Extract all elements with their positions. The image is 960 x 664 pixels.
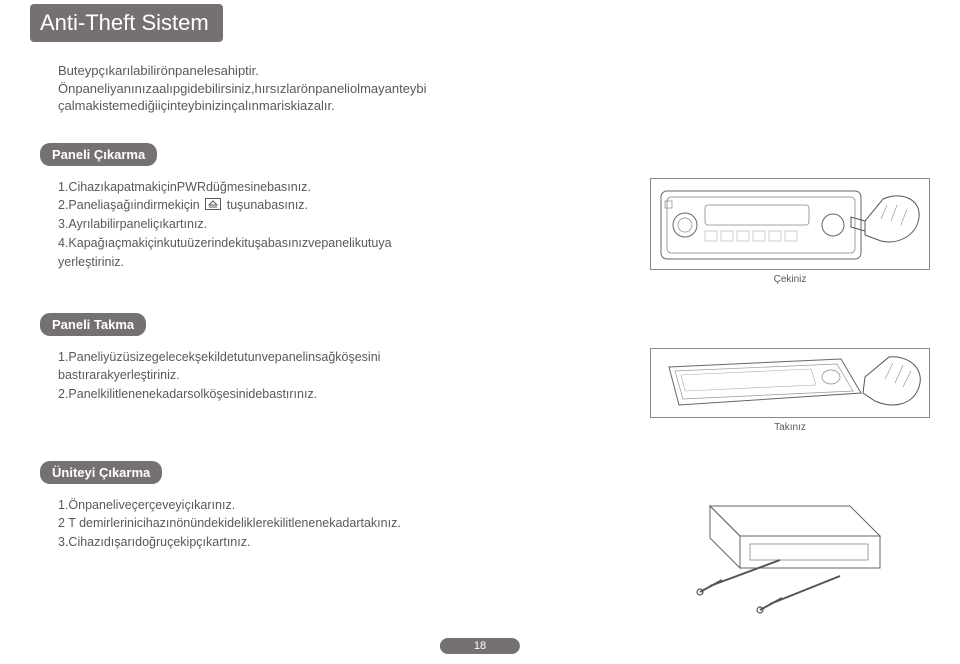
unit-item-3: 3.Cihazıdışarıdoğruçekipçıkartınız.	[58, 533, 610, 552]
unit-illustration	[650, 496, 910, 616]
unit-item-2: 2 T demirlerinicihazınönündekideliklerek…	[58, 514, 610, 533]
remove-item-4: 4.Kapağıaçmakiçinkutuüzerindekituşabasın…	[58, 234, 610, 253]
row-remove: 1.CihazıkapatmakiçinPWRdüğmesinebasınız.…	[30, 178, 930, 285]
section-remove: Paneli Çıkarma 1.CihazıkapatmakiçinPWRdü…	[30, 143, 930, 285]
page-container: Anti-Theft Sistem Buteypçıkarılabilirönp…	[0, 0, 960, 664]
row-attach: 1.Paneliyüzüsizegelecekşekildetutunvepan…	[30, 348, 930, 433]
attach-illustration	[650, 348, 930, 418]
intro-text: Buteypçıkarılabilirönpanelesahiptir. Önp…	[30, 62, 930, 115]
section-heading-attach: Paneli Takma	[40, 313, 146, 336]
section-heading-remove: Paneli Çıkarma	[40, 143, 157, 166]
remove-item-2: 2.Paneliaşağıindirmekiçin tuşunabasınız.	[58, 196, 610, 215]
attach-item-1: 1.Paneliyüzüsizegelecekşekildetutunvepan…	[58, 348, 610, 367]
remove-item-3: 3.Ayrılabilirpaneliçıkartınız.	[58, 215, 610, 234]
attach-list: 1.Paneliyüzüsizegelecekşekildetutunvepan…	[30, 348, 610, 404]
section-attach: Paneli Takma 1.Paneliyüzüsizegelecekşeki…	[30, 313, 930, 433]
attach-text: 1.Paneliyüzüsizegelecekşekildetutunvepan…	[30, 348, 610, 404]
page-title: Anti-Theft Sistem	[30, 4, 223, 42]
unit-illustration-col	[650, 496, 930, 616]
section-heading-unit: Üniteyi Çıkarma	[40, 461, 162, 484]
attach-caption: Takınız	[650, 422, 930, 433]
remove-illustration-col: Çekiniz	[650, 178, 930, 285]
intro-line2: Önpaneliyanınızaalıpgidebilirsiniz,hırsı…	[58, 81, 427, 96]
unit-item-1: 1.Önpaneliveçerçeveyiçıkarınız.	[58, 496, 610, 515]
remove-item-1: 1.CihazıkapatmakiçinPWRdüğmesinebasınız.	[58, 178, 610, 197]
unit-text: 1.Önpaneliveçerçeveyiçıkarınız. 2 T demi…	[30, 496, 610, 552]
remove-item-5: yerleştiriniz.	[58, 253, 610, 272]
remove-text: 1.CihazıkapatmakiçinPWRdüğmesinebasınız.…	[30, 178, 610, 272]
eject-icon	[205, 197, 221, 216]
row-unit: 1.Önpaneliveçerçeveyiçıkarınız. 2 T demi…	[30, 496, 930, 616]
attach-item-2: bastırarakyerleştiriniz.	[58, 366, 610, 385]
remove-illustration	[650, 178, 930, 270]
intro-line1: Buteypçıkarılabilirönpanelesahiptir.	[58, 63, 259, 78]
attach-illustration-col: Takınız	[650, 348, 930, 433]
attach-item-3: 2.Panelkilitlenenekadarsolköşesinidebast…	[58, 385, 610, 404]
page-number: 18	[440, 638, 520, 654]
unit-list: 1.Önpaneliveçerçeveyiçıkarınız. 2 T demi…	[30, 496, 610, 552]
remove-caption: Çekiniz	[650, 274, 930, 285]
section-unit: Üniteyi Çıkarma 1.Önpaneliveçerçeveyiçık…	[30, 461, 930, 616]
intro-line3: çalmakistemediğiiçinteybinizinçalınmaris…	[58, 98, 335, 113]
remove-list: 1.CihazıkapatmakiçinPWRdüğmesinebasınız.…	[30, 178, 610, 272]
